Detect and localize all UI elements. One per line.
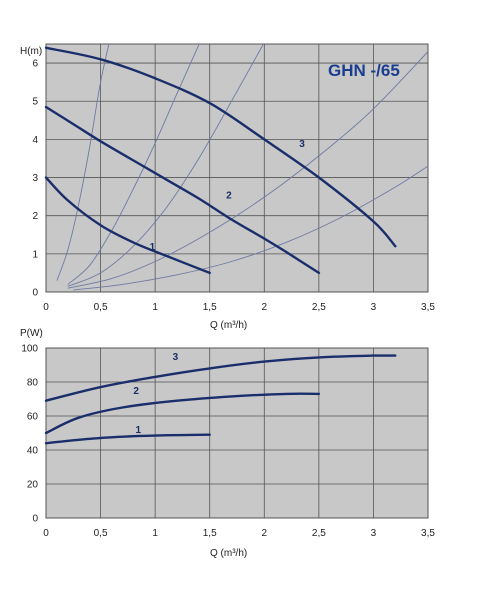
power-curve-label-2: 2 bbox=[133, 386, 139, 397]
head-y-tick-label: 1 bbox=[32, 249, 38, 260]
head-curve-label-2: 2 bbox=[226, 191, 232, 202]
head-y-tick-labels: 0 1 2 3 4 5 6 bbox=[32, 59, 38, 299]
head-curve-1 bbox=[44, 176, 211, 275]
head-x-tick-label: 1,5 bbox=[203, 302, 217, 313]
power-y-tick-label: 60 bbox=[27, 412, 39, 423]
head-x-tick-label: 1 bbox=[152, 302, 158, 313]
power-x-tick-label: 0,5 bbox=[94, 528, 108, 539]
head-y-tick-label: 6 bbox=[32, 59, 38, 70]
system-curve bbox=[67, 44, 264, 287]
power-x-tick-labels: 0 0,5 1 1,5 2 2,5 3 3,5 bbox=[43, 528, 435, 539]
system-curve bbox=[67, 44, 200, 285]
power-x-tick-label: 3,5 bbox=[421, 528, 435, 539]
power-curve-labels: 1 2 3 bbox=[133, 352, 178, 436]
head-x-tick-labels: 0 0,5 1 1,5 2 2,5 3 3,5 bbox=[43, 302, 435, 313]
power-x-tick-label: 0 bbox=[43, 528, 49, 539]
head-curve-3 bbox=[44, 46, 397, 248]
head-x-tick-label: 0,5 bbox=[94, 302, 108, 313]
head-curve-2 bbox=[44, 105, 321, 275]
power-x-tick-label: 1,5 bbox=[203, 528, 217, 539]
head-x-axis-label: Q (m³/h) bbox=[210, 320, 247, 331]
power-y-axis-label: P(W) bbox=[20, 328, 43, 339]
power-y-tick-label: 20 bbox=[27, 480, 39, 491]
power-plot-area bbox=[45, 347, 429, 519]
power-y-tick-label: 80 bbox=[27, 378, 39, 389]
power-curve-label-1: 1 bbox=[135, 425, 141, 436]
power-curve-label-3: 3 bbox=[173, 352, 179, 363]
power-series bbox=[44, 354, 397, 445]
power-x-tick-label: 1 bbox=[152, 528, 158, 539]
head-series bbox=[44, 46, 397, 275]
power-curve-3 bbox=[44, 354, 397, 402]
system-curve bbox=[67, 51, 428, 289]
head-system-curves bbox=[56, 44, 428, 291]
power-curve-1 bbox=[44, 433, 211, 445]
head-y-tick-label: 3 bbox=[32, 173, 38, 184]
head-x-tick-label: 2,5 bbox=[312, 302, 326, 313]
power-y-tick-label: 0 bbox=[32, 514, 38, 525]
head-grid bbox=[45, 44, 429, 293]
head-plot-area bbox=[45, 43, 429, 293]
head-x-tick-label: 3,5 bbox=[421, 302, 435, 313]
system-curve bbox=[73, 165, 428, 291]
head-x-tick-label: 3 bbox=[371, 302, 377, 313]
power-x-tick-label: 2 bbox=[262, 528, 268, 539]
head-curve-labels: 1 2 3 bbox=[150, 139, 306, 253]
head-y-tick-label: 4 bbox=[32, 135, 38, 146]
power-y-tick-label: 100 bbox=[21, 344, 38, 355]
system-curve bbox=[56, 44, 110, 281]
power-y-tick-label: 40 bbox=[27, 446, 39, 457]
power-y-tick-labels: 0 20 40 60 80 100 bbox=[21, 344, 38, 525]
head-x-tick-label: 2 bbox=[262, 302, 268, 313]
head-y-tick-label: 0 bbox=[32, 288, 38, 299]
head-curve-label-1: 1 bbox=[150, 242, 156, 253]
head-chart: 1 2 3 0 0,5 1 1,5 2 2,5 3 3,5 0 1 2 3 4 5 6 GHN -/65 H(… bbox=[20, 43, 435, 331]
power-x-tick-label: 2,5 bbox=[312, 528, 326, 539]
power-x-tick-label: 3 bbox=[371, 528, 377, 539]
power-chart: 1 2 3 0 0,5 1 1,5 2 2,5 3 3,5 0 20 40 60 80 100 P(W) Q… bbox=[20, 328, 435, 559]
head-x-tick-label: 0 bbox=[43, 302, 49, 313]
head-y-tick-label: 2 bbox=[32, 211, 38, 222]
head-curve-label-3: 3 bbox=[299, 139, 305, 150]
power-curve-2 bbox=[44, 392, 321, 435]
head-y-tick-label: 5 bbox=[32, 97, 38, 108]
head-y-axis-label: H(m) bbox=[20, 46, 42, 57]
power-x-axis-label: Q (m³/h) bbox=[210, 548, 247, 559]
head-chart-title: GHN -/65 bbox=[328, 61, 400, 80]
